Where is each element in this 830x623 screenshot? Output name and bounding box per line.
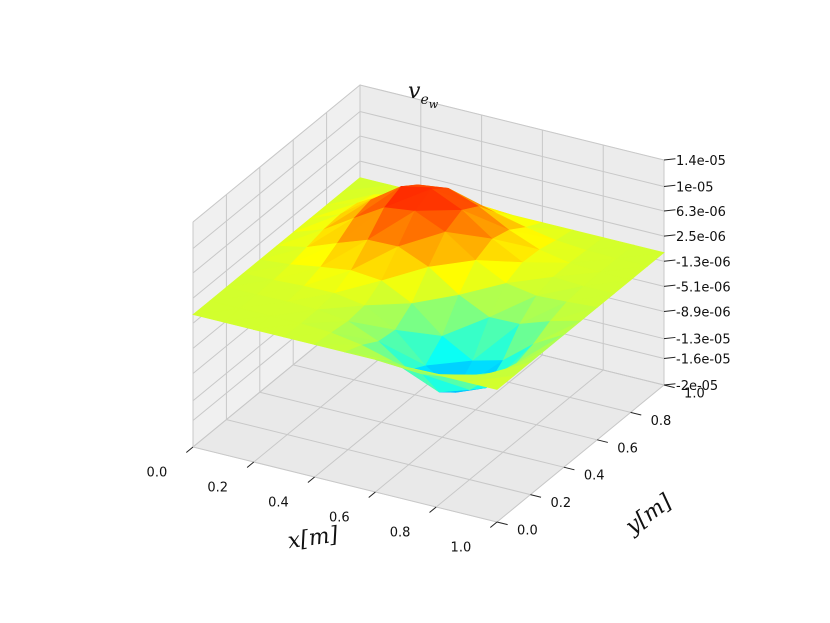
z-tick-label: -1.6e-05: [676, 353, 731, 368]
y-tick-label: 1.0: [684, 387, 705, 402]
z-grid-line: [192, 135, 665, 274]
surface-mesh: [191, 177, 665, 393]
chart-title: vew: [408, 79, 439, 111]
z-tick-label: 1e-05: [676, 181, 714, 196]
x-tick-label: 0.0: [147, 466, 168, 481]
y-tick-mark: [630, 411, 642, 416]
z-tick-label: -2e-05: [676, 379, 718, 394]
z-tick-mark: [663, 336, 676, 340]
z-tick-mark: [663, 309, 676, 313]
y-tick-label: 0.4: [584, 469, 605, 484]
y-tick-label: 0.2: [550, 496, 571, 511]
z-tick-mark: [663, 234, 676, 237]
y-tick-mark: [496, 521, 508, 526]
z-tick-mark: [663, 356, 676, 360]
z-tick-mark: [663, 209, 676, 212]
surface-facet: [466, 375, 515, 390]
axis-ticks: 0.00.20.40.60.81.00.00.20.40.60.81.0-2e-…: [147, 154, 731, 556]
z-tick-label: -5.1e-06: [676, 280, 731, 295]
x-tick-label: 0.6: [329, 511, 350, 526]
title-sub: e: [420, 92, 428, 108]
z-tick-label: 6.3e-06: [676, 205, 726, 220]
x-tick-mark: [246, 461, 255, 468]
z-tick-label: -8.9e-06: [676, 306, 731, 321]
z-tick-label: 2.5e-06: [676, 230, 726, 245]
z-tick-mark: [663, 284, 676, 287]
x-tick-mark: [307, 476, 315, 483]
z-grid-line: [192, 160, 665, 299]
x-tick-mark: [429, 506, 437, 513]
z-tick-mark: [663, 158, 676, 161]
z-tick-mark: [663, 184, 676, 187]
z-tick-mark: [663, 383, 676, 386]
z-tick-label: -1.3e-05: [676, 333, 731, 348]
x-tick-label: 0.8: [390, 526, 411, 541]
x-tick-label: 0.2: [207, 481, 228, 496]
y-tick-mark: [597, 439, 608, 443]
x-tick-label: 0.4: [268, 496, 289, 511]
y-tick-label: 0.8: [651, 414, 672, 429]
y-tick-label: 0.0: [517, 524, 538, 539]
x-tick-mark: [490, 521, 498, 528]
x-tick-mark: [186, 446, 194, 453]
y-tick-mark: [530, 494, 542, 498]
title-main: v: [408, 79, 421, 104]
z-tick-label: -1.3e-06: [676, 255, 731, 270]
z-tick-label: 1.4e-05: [676, 154, 726, 169]
y-tick-mark: [663, 384, 675, 389]
x-tick-label: 1.0: [451, 541, 472, 556]
y-tick-mark: [563, 466, 575, 471]
z-tick-mark: [663, 259, 676, 262]
title-subsub: w: [429, 98, 439, 111]
y-axis-label: y[m]: [620, 489, 677, 540]
x-axis-label: x[m]: [286, 522, 340, 554]
z-grid-line: [192, 84, 665, 223]
z-grid-line: [192, 110, 665, 249]
y-tick-label: 0.6: [617, 441, 638, 456]
x-tick-mark: [368, 491, 376, 498]
